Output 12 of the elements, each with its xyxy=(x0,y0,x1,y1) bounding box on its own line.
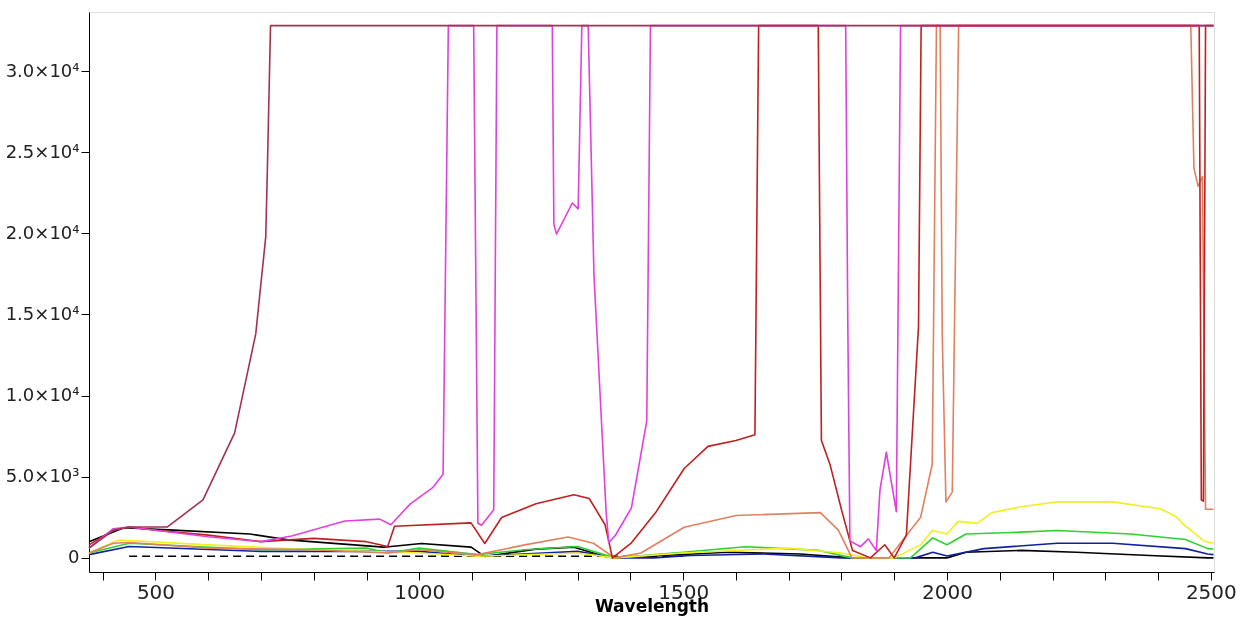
y-tick-label: 1.0×10⁴ xyxy=(5,384,80,406)
x-tick-label: 1000 xyxy=(394,579,446,604)
y-tick-label: 5.0×10³ xyxy=(5,465,80,487)
x-tick-label: 2500 xyxy=(1185,579,1237,604)
y-tick-label: 1.5×10⁴ xyxy=(5,302,80,324)
x-tick-label: 500 xyxy=(136,579,176,604)
y-tick-label: 2.0×10⁴ xyxy=(5,221,80,243)
y-tick-label: 3.0×10⁴ xyxy=(5,59,80,81)
y-tick-label: 2.5×10⁴ xyxy=(5,140,80,162)
line-series xyxy=(88,501,1215,559)
y-tick-label: 0 xyxy=(68,546,80,568)
x-tick-label: 2000 xyxy=(922,579,973,604)
